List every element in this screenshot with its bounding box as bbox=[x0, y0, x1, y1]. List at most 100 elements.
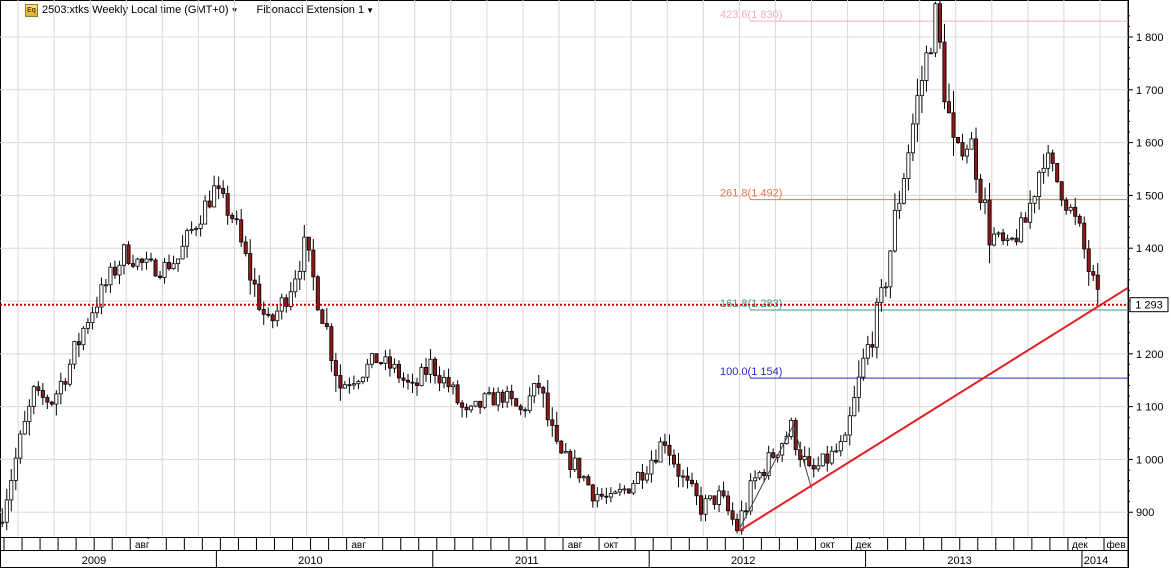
candle-up bbox=[103, 284, 108, 287]
candle-up bbox=[622, 488, 627, 491]
candle-down bbox=[928, 52, 933, 55]
candle-up bbox=[933, 3, 938, 54]
candle-up bbox=[748, 480, 753, 512]
candle-up bbox=[351, 383, 356, 386]
grid bbox=[0, 0, 1129, 568]
candle-up bbox=[121, 244, 126, 266]
candle-down bbox=[437, 375, 442, 384]
candle-down bbox=[667, 444, 672, 456]
fib-level-label: 100.0(1 154) bbox=[720, 366, 782, 378]
candle-down bbox=[230, 214, 235, 220]
candle-down bbox=[112, 266, 117, 276]
month-label: дек bbox=[856, 540, 872, 551]
candle-down bbox=[478, 400, 483, 408]
candle-up bbox=[81, 327, 86, 346]
candle-up bbox=[784, 436, 789, 445]
candle-up bbox=[342, 384, 347, 389]
candle-up bbox=[658, 441, 663, 463]
candle-down bbox=[234, 218, 239, 221]
candle-down bbox=[239, 219, 244, 243]
candle-down bbox=[870, 344, 875, 348]
candle-up bbox=[365, 363, 370, 378]
candle-up bbox=[613, 491, 618, 494]
candle-down bbox=[960, 142, 965, 157]
candle-up bbox=[852, 397, 857, 417]
candle-down bbox=[338, 375, 343, 389]
candle-up bbox=[1041, 167, 1046, 173]
candle-down bbox=[149, 258, 154, 261]
candle-up bbox=[595, 493, 600, 502]
candle-down bbox=[514, 398, 519, 407]
candle-up bbox=[915, 95, 920, 125]
candle-down bbox=[942, 41, 947, 103]
candle-down bbox=[460, 402, 465, 408]
candle-down bbox=[550, 419, 555, 426]
fib-level-label: 161.8(1 283) bbox=[720, 298, 782, 310]
candle-down bbox=[577, 457, 582, 479]
candle-up bbox=[22, 421, 27, 435]
candle-down bbox=[270, 314, 275, 322]
candle-down bbox=[225, 193, 230, 216]
month-label: окт bbox=[820, 540, 835, 551]
price-tick-label: 1 200 bbox=[1136, 349, 1164, 361]
candle-down bbox=[266, 313, 271, 316]
candle-up bbox=[27, 405, 32, 422]
month-label-bg bbox=[564, 539, 587, 550]
candle-down bbox=[311, 249, 316, 278]
candle-up bbox=[31, 386, 36, 407]
candle-up bbox=[649, 459, 654, 475]
candle-down bbox=[541, 387, 546, 394]
candle-up bbox=[983, 199, 988, 204]
symbol-title[interactable]: 2503:xtks Weekly Local time (GMT+0) bbox=[42, 4, 229, 16]
candle-down bbox=[1055, 163, 1060, 183]
candle-down bbox=[130, 263, 135, 267]
candle-down bbox=[1077, 215, 1082, 224]
candle-down bbox=[261, 308, 266, 315]
candle-up bbox=[969, 138, 974, 150]
price-tick-label: 1 400 bbox=[1136, 243, 1164, 255]
candle-down bbox=[1095, 274, 1100, 290]
candle-up bbox=[117, 264, 122, 276]
candle-up bbox=[874, 301, 879, 348]
candle-down bbox=[324, 323, 329, 327]
candle-up bbox=[1046, 152, 1051, 169]
candle-up bbox=[176, 258, 181, 265]
indicator-title[interactable]: Fibonacci Extension 1 bbox=[256, 4, 365, 16]
price-tick-label: 900 bbox=[1136, 507, 1154, 519]
candle-up bbox=[820, 453, 825, 467]
month-label: дек bbox=[1072, 540, 1088, 551]
candle-up bbox=[563, 451, 568, 454]
candle-up bbox=[708, 495, 713, 500]
candle-down bbox=[951, 112, 956, 138]
candle-up bbox=[680, 475, 685, 478]
month-label-bg bbox=[600, 539, 623, 550]
month-label: авг bbox=[351, 540, 366, 551]
candle-down bbox=[518, 405, 523, 411]
candle-up bbox=[442, 377, 447, 384]
caret-down-icon[interactable]: ▼ bbox=[366, 5, 375, 15]
eq-icon[interactable]: Eq bbox=[25, 3, 38, 17]
candle-down bbox=[1023, 217, 1028, 223]
price-tick-label: 1 500 bbox=[1136, 190, 1164, 202]
chart-border bbox=[0, 0, 1129, 568]
candle-up bbox=[1028, 202, 1033, 223]
current-price-label: 1 293 bbox=[1135, 300, 1163, 312]
year-label: 2009 bbox=[82, 555, 106, 567]
candle-down bbox=[1050, 152, 1055, 164]
candle-up bbox=[924, 52, 929, 81]
candle-up bbox=[18, 433, 23, 459]
year-label: 2011 bbox=[515, 555, 539, 567]
candle-down bbox=[744, 510, 749, 513]
candle-up bbox=[717, 490, 722, 505]
candle-down bbox=[320, 309, 325, 324]
candle-down bbox=[126, 244, 131, 265]
candle-down bbox=[721, 490, 726, 497]
candle-up bbox=[356, 381, 361, 385]
candle-down bbox=[1082, 222, 1087, 250]
candle-down bbox=[946, 101, 951, 114]
candle-down bbox=[978, 178, 983, 204]
candle-up bbox=[888, 250, 893, 288]
trendline[interactable] bbox=[738, 286, 1129, 532]
candle-down bbox=[415, 382, 420, 386]
